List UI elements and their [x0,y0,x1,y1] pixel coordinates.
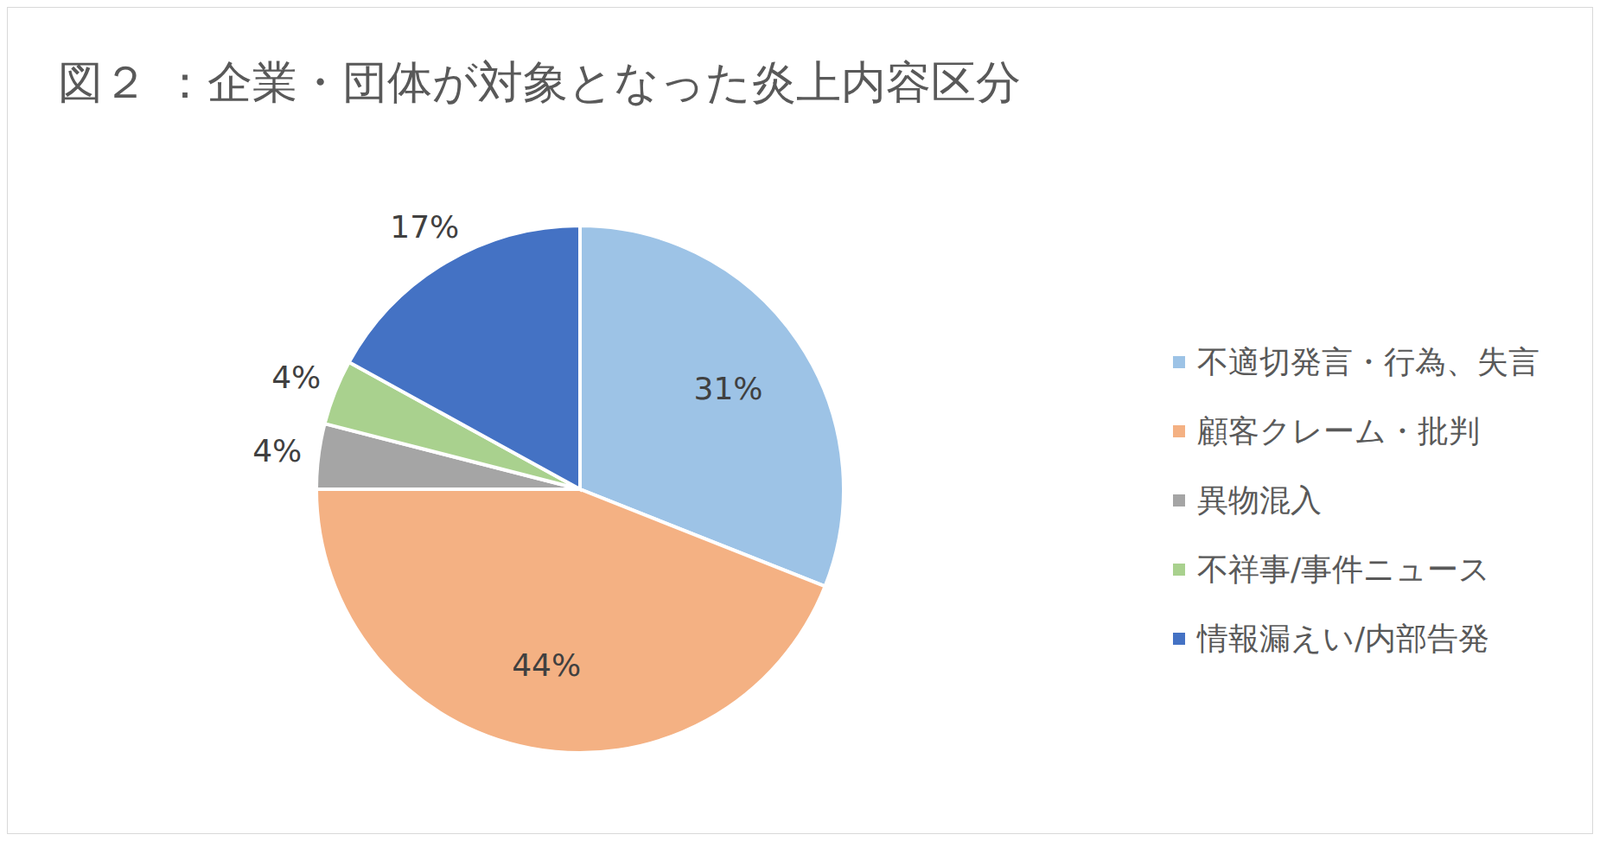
svg-text:17%: 17% [389,209,459,245]
svg-text:4%: 4% [252,433,302,469]
html-text:図２ ：企業・団体が対象となった炎上内容区分: 図２ ：企業・団体が対象となった炎上内容区分 [58,56,1021,109]
html-text:不祥事/事件ニュース: 不祥事/事件ニュース [1197,551,1491,587]
svg-text:4%: 4% [271,359,321,396]
svg-text:44%: 44% [511,647,581,683]
html-text:不適切発言・行為、失言: 不適切発言・行為、失言 [1197,343,1540,380]
html-text:異物混入: 異物混入 [1197,481,1322,518]
svg-text:31%: 31% [694,370,764,407]
html-text:顧客クレーム・批判: 顧客クレーム・批判 [1197,412,1480,449]
html-text:情報漏えい/内部告発: 情報漏えい/内部告発 [1197,620,1490,656]
